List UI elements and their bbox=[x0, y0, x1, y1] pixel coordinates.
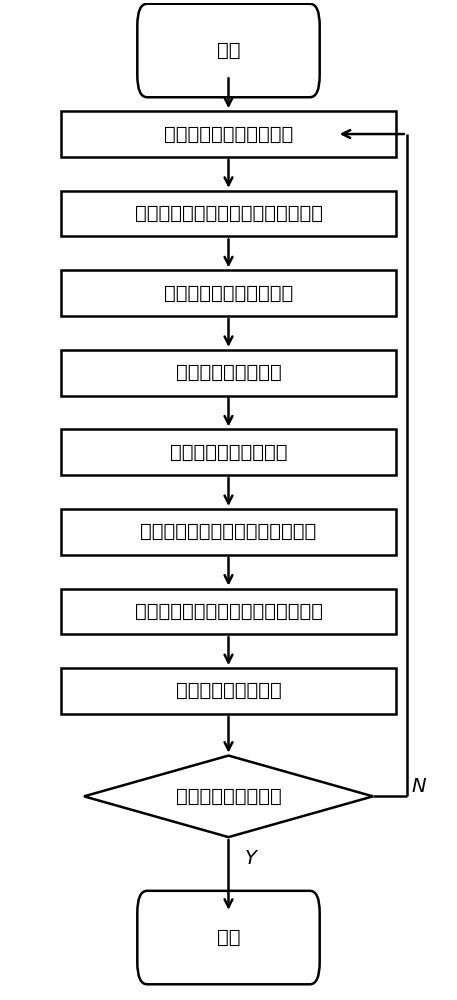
Text: 预测染色体实例掩码图: 预测染色体实例掩码图 bbox=[170, 443, 287, 462]
Bar bbox=[61, 589, 396, 634]
FancyBboxPatch shape bbox=[137, 4, 320, 97]
Text: 读取待分割的染色体原图: 读取待分割的染色体原图 bbox=[164, 125, 293, 144]
Text: 非极大値抑制算法确定染色体分割图: 非极大値抑制算法确定染色体分割图 bbox=[134, 602, 323, 621]
Bar bbox=[61, 350, 396, 396]
FancyBboxPatch shape bbox=[137, 891, 320, 984]
Text: 预测染色体实例类别: 预测染色体实例类别 bbox=[175, 363, 282, 382]
Polygon shape bbox=[84, 756, 373, 837]
Text: 开始: 开始 bbox=[217, 41, 240, 60]
Text: 特征金字塔网络提取染色体实例特征: 特征金字塔网络提取染色体实例特征 bbox=[134, 204, 323, 223]
Text: 多个尺度上输出特征张量: 多个尺度上输出特征张量 bbox=[164, 284, 293, 303]
Bar bbox=[61, 429, 396, 475]
Bar bbox=[61, 509, 396, 555]
Text: 完成染色体实例分割: 完成染色体实例分割 bbox=[175, 681, 282, 700]
Text: 结束: 结束 bbox=[217, 928, 240, 947]
Bar bbox=[61, 191, 396, 236]
Text: 融合染色体实例类别和实例掩码图: 融合染色体实例类别和实例掩码图 bbox=[140, 522, 317, 541]
Bar bbox=[61, 270, 396, 316]
Bar bbox=[61, 111, 396, 157]
Bar bbox=[61, 668, 396, 714]
Text: Y: Y bbox=[244, 848, 256, 867]
Text: N: N bbox=[411, 777, 426, 796]
Text: 是否结束分割算法？: 是否结束分割算法？ bbox=[175, 787, 282, 806]
